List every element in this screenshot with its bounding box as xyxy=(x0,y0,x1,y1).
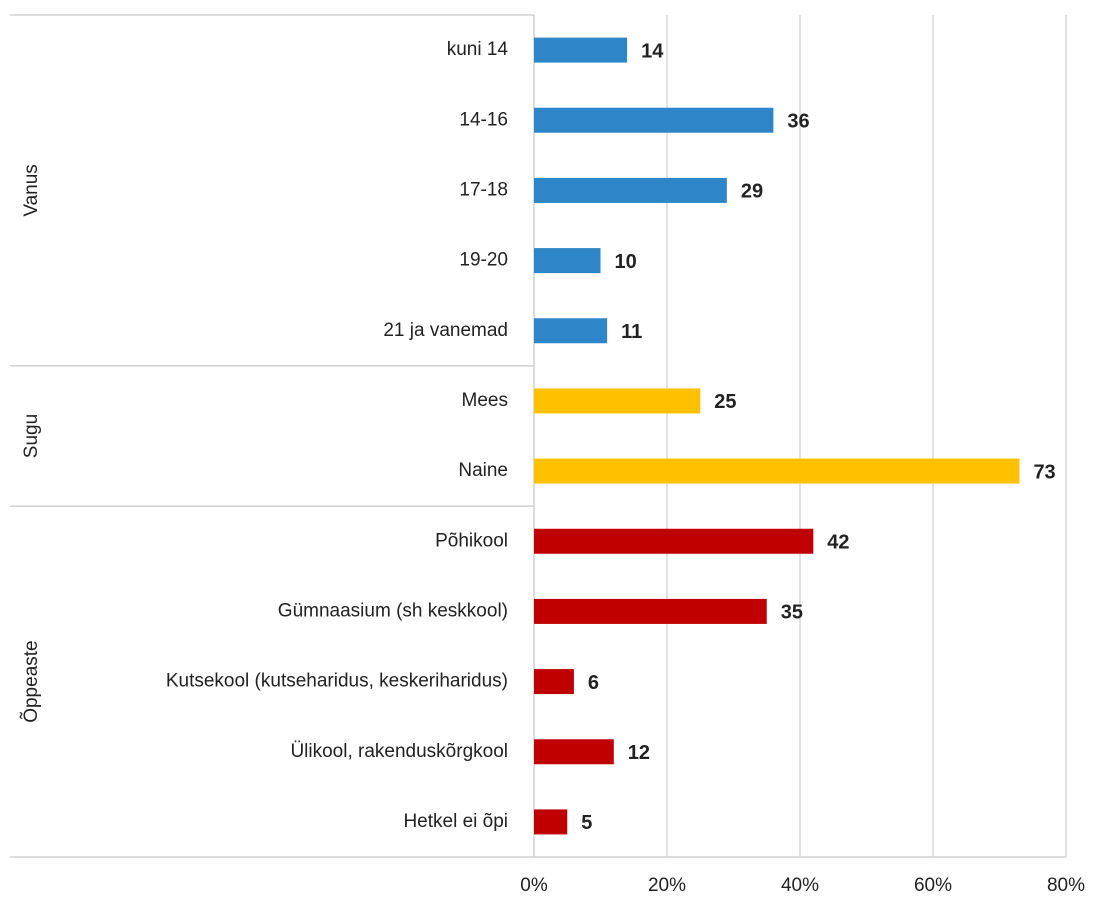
value-label: 42 xyxy=(827,532,849,554)
y-tick-label: 14-16 xyxy=(459,109,508,130)
y-tick-label: kuni 14 xyxy=(447,39,509,60)
value-label: 29 xyxy=(741,181,763,203)
y-tick-label: Kutsekool (kutseharidus, keskeriharidus) xyxy=(166,671,508,692)
x-tick-label: 80% xyxy=(1047,875,1085,896)
y-tick-label: Mees xyxy=(462,390,508,411)
bar xyxy=(534,177,727,203)
y-tick-label: Põhikool xyxy=(435,530,508,551)
bar xyxy=(534,458,1020,484)
y-tick-label: 19-20 xyxy=(459,250,508,271)
value-label: 5 xyxy=(581,812,592,834)
value-label: 35 xyxy=(781,602,803,624)
value-label: 10 xyxy=(615,251,637,273)
y-tick-label: 17-18 xyxy=(459,179,508,200)
x-tick-label: 0% xyxy=(520,875,548,896)
bar xyxy=(534,37,628,63)
bar xyxy=(534,809,568,835)
group-label: Õppeaste xyxy=(20,640,42,722)
bar xyxy=(534,107,774,133)
value-label: 6 xyxy=(588,672,599,694)
x-tick-label: 60% xyxy=(914,875,952,896)
value-label: 14 xyxy=(641,40,664,62)
x-tick-label: 40% xyxy=(781,875,819,896)
value-label: 12 xyxy=(628,742,650,764)
value-label: 11 xyxy=(621,321,642,343)
group-label: Sugu xyxy=(21,414,42,458)
bar xyxy=(534,248,601,274)
bar xyxy=(534,669,574,695)
y-tick-label: Ülikool, rakenduskõrgkool xyxy=(290,741,508,762)
y-tick-label: Naine xyxy=(458,460,508,481)
bar xyxy=(534,739,614,765)
x-tick-label: 20% xyxy=(648,875,686,896)
value-label: 25 xyxy=(714,391,736,413)
bar xyxy=(534,318,608,344)
group-label: Vanus xyxy=(21,164,42,216)
value-label: 36 xyxy=(787,111,809,133)
bar xyxy=(534,388,701,414)
y-tick-label: Gümnaasium (sh keskkool) xyxy=(278,600,508,621)
y-tick-label: Hetkel ei õpi xyxy=(403,811,508,832)
y-tick-label: 21 ja vanemad xyxy=(383,320,508,341)
bar xyxy=(534,598,767,624)
bar xyxy=(534,528,814,554)
value-label: 73 xyxy=(1033,461,1055,483)
